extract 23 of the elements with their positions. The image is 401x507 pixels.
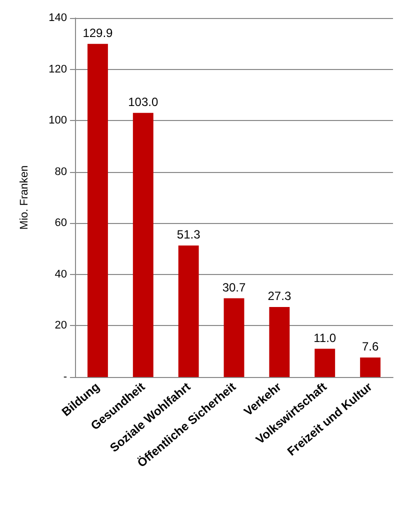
data-label: 11.0 <box>314 330 336 345</box>
y-tick-label: 100 <box>48 114 67 127</box>
data-label: 7.6 <box>362 340 379 354</box>
y-axis-title: Mio. Franken <box>18 165 30 230</box>
y-tick-label: 80 <box>54 166 67 178</box>
data-label: 51.3 <box>176 227 201 242</box>
bar <box>314 348 336 377</box>
bar <box>132 112 154 377</box>
y-tick-label: 40 <box>54 268 67 280</box>
y-tick-label: 120 <box>48 63 67 76</box>
y-tick-label: 140 <box>48 12 67 24</box>
y-tick-label: - <box>63 371 68 383</box>
data-label: 129.9 <box>82 26 114 40</box>
bar <box>178 245 199 377</box>
data-label: 30.7 <box>222 280 246 294</box>
bar <box>87 44 108 377</box>
y-tick-label: 20 <box>54 320 67 332</box>
data-label: 103.0 <box>128 94 158 109</box>
bar <box>224 298 244 377</box>
bar <box>360 358 381 377</box>
y-tick-label: 60 <box>54 217 67 230</box>
bar <box>269 306 290 377</box>
data-label: 27.3 <box>268 288 292 303</box>
